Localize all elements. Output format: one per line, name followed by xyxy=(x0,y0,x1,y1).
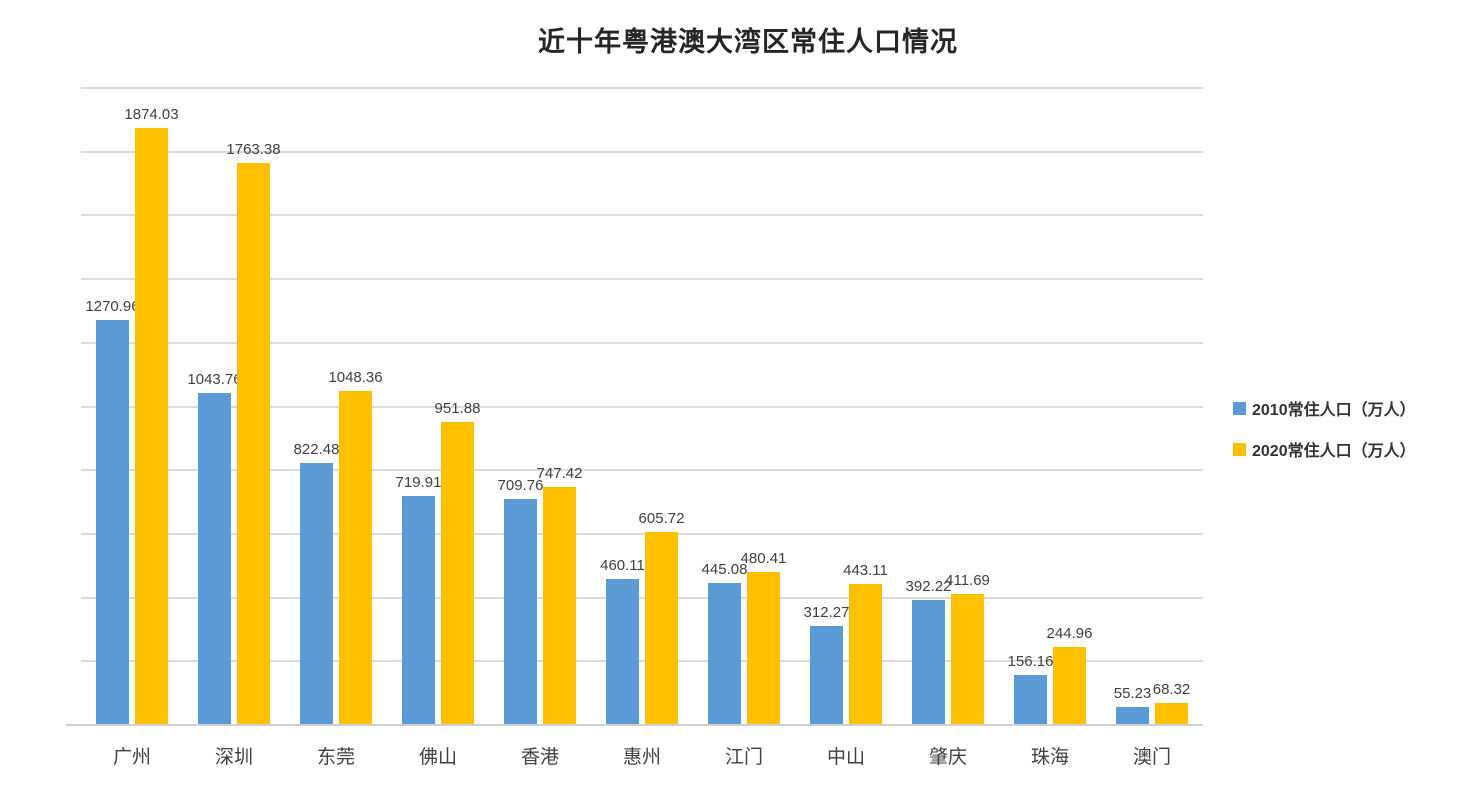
x-category-label-珠海: 珠海 xyxy=(1030,747,1069,768)
data-label: 392.22 xyxy=(905,578,952,596)
bar-2020-广州: 1874.03 xyxy=(124,106,179,725)
gridline xyxy=(81,278,1203,281)
gridline xyxy=(81,469,1203,472)
bar-2010-东莞: 822.48 xyxy=(294,441,339,725)
data-label: 55.23 xyxy=(1113,685,1152,703)
bar-2020-珠海: 244.96 xyxy=(1047,625,1092,725)
bar-group-肇庆: 392.22 411.69 xyxy=(897,88,999,725)
data-label: 443.11 xyxy=(843,561,888,579)
bar-group-佛山: 719.91 951.88 xyxy=(387,88,489,725)
bar-2020-惠州: 605.72 xyxy=(639,510,684,725)
bar-2020-香港: 747.42 xyxy=(537,465,582,725)
x-category-label-香港: 香港 xyxy=(520,747,559,768)
data-label: 719.91 xyxy=(395,473,442,491)
bar-group-珠海: 156.16 244.96 xyxy=(999,88,1101,725)
data-label: 709.76 xyxy=(497,476,544,494)
bar-2010-惠州: 460.11 xyxy=(600,557,645,725)
data-label: 480.41 xyxy=(740,550,787,567)
bar-group-惠州: 460.11 605.72 xyxy=(591,88,693,725)
data-label: 460.11 xyxy=(600,556,645,574)
data-label: 411.69 xyxy=(945,571,990,589)
bar-group-东莞: 822.48 1048.36 xyxy=(285,88,387,725)
plot-area: 0200400600800100012001400160018002000127… xyxy=(81,87,1203,725)
bar-2020-佛山: 951.88 xyxy=(435,400,480,725)
bar-2020-澳门: 68.32 xyxy=(1153,681,1190,725)
gridline xyxy=(81,214,1203,217)
x-category-label-澳门: 澳门 xyxy=(1132,747,1171,768)
gridline xyxy=(81,150,1203,153)
x-category-label-广州: 广州 xyxy=(112,747,151,768)
x-category-label-惠州: 惠州 xyxy=(622,747,661,768)
data-label: 445.08 xyxy=(701,561,748,579)
gridline xyxy=(81,405,1203,408)
bar-2010-广州: 1270.96 xyxy=(85,298,140,725)
legend-swatch-2010-icon xyxy=(1233,401,1246,415)
bar-2010-肇庆: 392.22 xyxy=(906,578,951,725)
bar-2020-肇庆: 411.69 xyxy=(945,572,990,725)
data-label: 1270.96 xyxy=(85,298,140,316)
bar-2020-东莞: 1048.36 xyxy=(328,369,383,725)
legend-label-2020: 2020常住人口（万人） xyxy=(1252,443,1416,460)
data-label: 156.16 xyxy=(1007,653,1054,671)
x-category-label-深圳: 深圳 xyxy=(214,747,253,768)
bar-2010-珠海: 156.16 xyxy=(1008,653,1053,725)
bar-2010-香港: 709.76 xyxy=(498,477,543,725)
bar-group-江门: 445.08 480.41 xyxy=(693,88,795,725)
data-label: 822.48 xyxy=(293,441,340,458)
data-label: 1048.36 xyxy=(328,369,383,387)
data-label: 951.88 xyxy=(434,399,481,417)
data-label: 1874.03 xyxy=(124,106,179,124)
bar-2010-江门: 445.08 xyxy=(702,561,747,725)
legend: 2010常住人口（万人） 2020常住人口（万人） xyxy=(1233,396,1416,461)
x-category-label-佛山: 佛山 xyxy=(418,747,457,768)
legend-swatch-2020-icon xyxy=(1233,442,1246,456)
x-category-label-中山: 中山 xyxy=(826,747,865,768)
gridline xyxy=(81,341,1203,344)
data-label: 747.42 xyxy=(536,464,583,482)
bar-2020-深圳: 1763.38 xyxy=(226,141,281,725)
legend-label-2010: 2010常住人口（万人） xyxy=(1252,402,1416,419)
x-axis-line xyxy=(66,724,1203,726)
data-label: 68.32 xyxy=(1152,681,1191,699)
x-category-label-肇庆: 肇庆 xyxy=(928,747,967,768)
bar-2010-深圳: 1043.76 xyxy=(187,371,242,725)
data-label: 244.96 xyxy=(1046,625,1093,642)
bar-group-澳门: 55.23 68.32 xyxy=(1101,88,1203,725)
legend-item-2010: 2010常住人口（万人） xyxy=(1233,396,1416,420)
bar-group-广州: 1270.96 1874.03 xyxy=(81,88,183,725)
bar-2020-中山: 443.11 xyxy=(843,562,888,725)
x-category-label-东莞: 东莞 xyxy=(316,747,355,768)
data-label: 1763.38 xyxy=(226,141,281,159)
data-label: 1043.76 xyxy=(187,370,242,388)
bar-group-香港: 709.76 747.42 xyxy=(489,88,591,725)
gridline xyxy=(81,87,1203,89)
legend-item-2020: 2020常住人口（万人） xyxy=(1233,437,1416,461)
chart-title: 近十年粤港澳大湾区常住人口情况 xyxy=(538,27,958,57)
data-label: 605.72 xyxy=(638,510,685,528)
gridline xyxy=(81,596,1203,599)
gridline xyxy=(81,532,1203,535)
bar-2010-澳门: 55.23 xyxy=(1114,685,1151,725)
bar-2010-佛山: 719.91 xyxy=(396,474,441,725)
data-label: 312.27 xyxy=(803,603,850,621)
bar-2020-江门: 480.41 xyxy=(741,550,786,725)
x-category-label-江门: 江门 xyxy=(724,747,763,768)
bar-group-中山: 312.27 443.11 xyxy=(795,88,897,725)
bar-2010-中山: 312.27 xyxy=(804,604,849,725)
gridline xyxy=(81,660,1203,663)
bar-group-深圳: 1043.76 1763.38 xyxy=(183,88,285,725)
